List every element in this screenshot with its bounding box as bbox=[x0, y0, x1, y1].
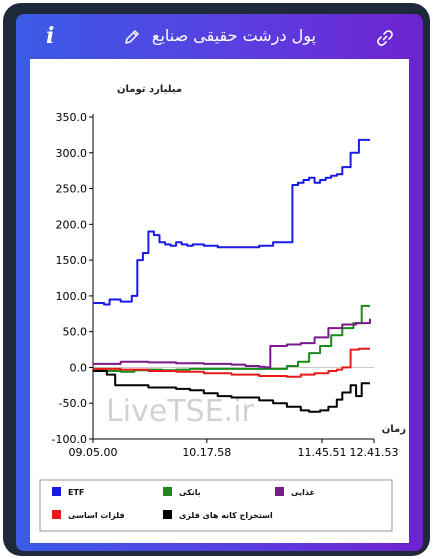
chart-panel: میلیارد تومان 350.0 300.0 250.0 200.0 150.0 1… bbox=[30, 59, 409, 543]
legend-label[interactable]: ETF bbox=[68, 488, 84, 497]
series-line-3 bbox=[93, 347, 370, 378]
legend-label[interactable]: فلزات اساسی bbox=[68, 511, 125, 520]
x-tick-label: 10.17.58 bbox=[182, 446, 231, 459]
y-tick-label: 50.0 bbox=[63, 326, 88, 339]
y-axis-label: میلیارد تومان bbox=[117, 84, 182, 95]
y-tick-label: -100.0 bbox=[52, 433, 87, 446]
widget-card: i پول درشت حقیقی صنایع میلیارد تومان 350… bbox=[16, 14, 423, 551]
pencil-icon[interactable] bbox=[124, 29, 140, 45]
legend-swatch[interactable] bbox=[163, 487, 172, 496]
x-tick-label: 12.41.53 bbox=[350, 446, 399, 459]
legend-label[interactable]: بانکی bbox=[179, 488, 201, 497]
series-line-4 bbox=[93, 370, 370, 413]
y-tick-label: -50.0 bbox=[59, 397, 87, 410]
legend-box bbox=[39, 479, 393, 532]
y-tick-label: 0.0 bbox=[70, 361, 88, 374]
y-tick-label: 200.0 bbox=[56, 218, 88, 231]
legend-swatch[interactable] bbox=[163, 510, 172, 519]
series-line-0 bbox=[93, 138, 370, 306]
y-tick-label: 100.0 bbox=[56, 290, 88, 303]
y-tick-label: 350.0 bbox=[56, 111, 88, 124]
y-tick-label: 150.0 bbox=[56, 254, 88, 267]
x-tick-label: 09.05.00 bbox=[69, 446, 118, 459]
legend-swatch[interactable] bbox=[52, 510, 61, 519]
y-tick-label: 250.0 bbox=[56, 183, 88, 196]
link-icon[interactable] bbox=[376, 29, 394, 47]
device-frame: i پول درشت حقیقی صنایع میلیارد تومان 350… bbox=[3, 3, 430, 556]
line-chart: میلیارد تومان 350.0 300.0 250.0 200.0 150.0 1… bbox=[39, 84, 406, 532]
y-tick-label: 300.0 bbox=[56, 147, 88, 160]
watermark: LiveTSE.ir bbox=[106, 394, 254, 429]
legend-swatch[interactable] bbox=[52, 487, 61, 496]
legend-label[interactable]: استخراج کانه های فلزی bbox=[179, 511, 273, 520]
info-icon[interactable]: i bbox=[46, 23, 55, 49]
x-tick-label: 11.45.51 bbox=[298, 446, 347, 459]
page-title: پول درشت حقیقی صنایع bbox=[151, 26, 316, 45]
legend-label[interactable]: غذایی bbox=[291, 488, 315, 497]
legend-swatch[interactable] bbox=[275, 487, 284, 496]
widget-header: i پول درشت حقیقی صنایع bbox=[16, 14, 423, 58]
x-axis-label: زمان bbox=[382, 424, 406, 435]
series-line-2 bbox=[93, 318, 371, 369]
